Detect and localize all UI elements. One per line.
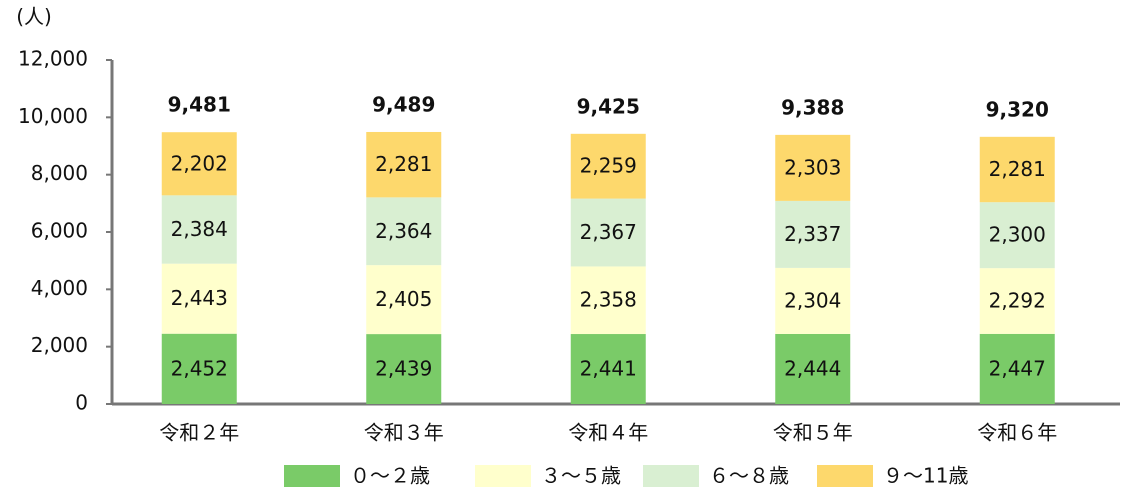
x-tick-label: 令和２年 (159, 421, 239, 445)
legend-swatch (643, 465, 699, 487)
chart: (人) 0 2,000 4,000 6,000 8,000 10,000 12,000 2,4… (0, 0, 1131, 488)
value-label: 2,281 (989, 157, 1046, 181)
legend-swatch (817, 465, 873, 487)
total-label: 9,481 (168, 93, 231, 117)
value-label: 2,384 (171, 217, 228, 241)
value-label: 2,441 (580, 357, 637, 381)
value-label: 2,292 (989, 289, 1046, 313)
legend-label: ３～５歳 (541, 464, 621, 488)
legend-label: ６～８歳 (709, 464, 789, 488)
value-label: 2,443 (171, 286, 228, 310)
value-label: 2,300 (989, 223, 1046, 247)
y-tick-label: 8,000 (31, 161, 88, 185)
total-label: 9,320 (986, 97, 1049, 121)
x-tick-label: 令和６年 (977, 421, 1057, 445)
legend-label: ０～２歳 (350, 464, 430, 488)
value-label: 2,202 (171, 151, 228, 175)
total-label: 9,489 (372, 92, 435, 116)
y-tick-label: 12,000 (18, 47, 88, 71)
value-label: 2,405 (375, 287, 432, 311)
y-tick-label: 10,000 (18, 104, 88, 128)
legend-swatch (284, 465, 340, 487)
value-label: 2,337 (784, 222, 841, 246)
value-label: 2,358 (580, 288, 637, 312)
value-label: 2,281 (375, 152, 432, 176)
y-tick-label: 4,000 (31, 276, 88, 300)
x-tick-label: 令和５年 (773, 421, 853, 445)
value-label: 2,303 (784, 155, 841, 179)
legend-swatch (475, 465, 531, 487)
value-label: 2,304 (784, 288, 841, 312)
value-label: 2,444 (784, 356, 841, 380)
y-tick-label: 0 (75, 391, 88, 415)
value-label: 2,259 (580, 154, 637, 178)
y-tick-label: 2,000 (31, 333, 88, 357)
y-unit: (人) (16, 5, 52, 29)
total-label: 9,388 (781, 95, 844, 119)
x-tick-label: 令和３年 (364, 421, 444, 445)
x-tick-label: 令和４年 (568, 421, 648, 445)
total-label: 9,425 (577, 94, 640, 118)
legend-label: ９～11歳 (883, 464, 968, 488)
value-label: 2,439 (375, 357, 432, 381)
value-label: 2,364 (375, 219, 432, 243)
value-label: 2,452 (171, 356, 228, 380)
y-tick-label: 6,000 (31, 219, 88, 243)
value-label: 2,447 (989, 356, 1046, 380)
value-label: 2,367 (580, 220, 637, 244)
